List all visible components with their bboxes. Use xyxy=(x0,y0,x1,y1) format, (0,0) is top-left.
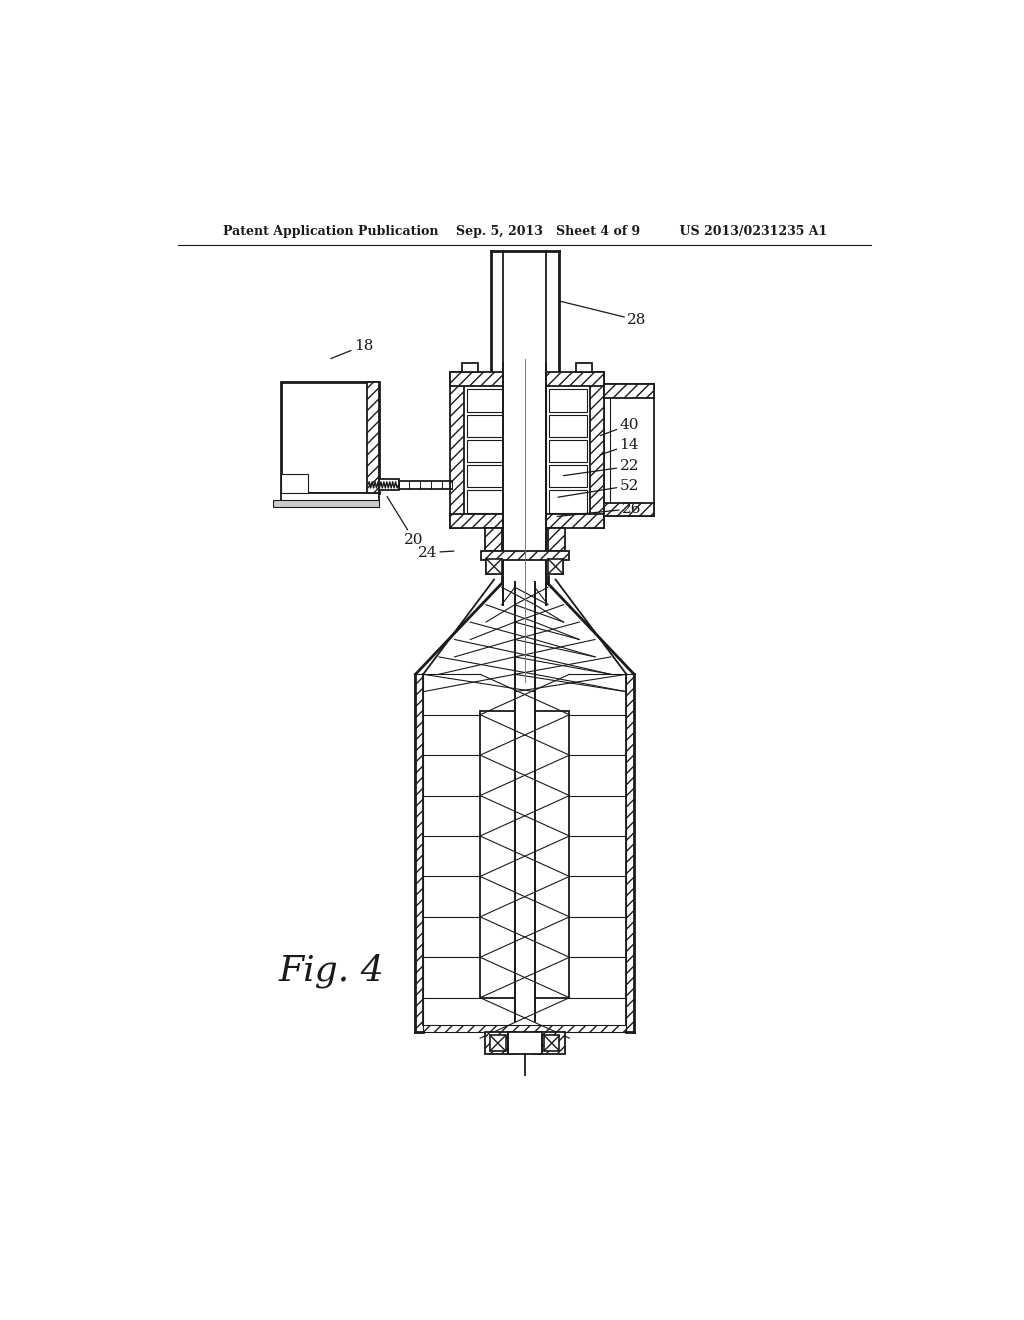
Bar xyxy=(508,465,546,487)
Bar xyxy=(604,503,654,516)
Bar xyxy=(544,1035,559,1051)
Bar xyxy=(535,1032,565,1053)
Bar xyxy=(484,528,502,552)
Text: 20: 20 xyxy=(387,496,423,546)
Bar xyxy=(480,711,569,998)
Bar xyxy=(577,363,592,372)
Bar xyxy=(416,675,423,1032)
Bar xyxy=(627,675,634,1032)
Bar xyxy=(467,414,505,437)
Bar xyxy=(549,465,587,487)
Text: Patent Application Publication    Sep. 5, 2013   Sheet 4 of 9         US 2013/02: Patent Application Publication Sep. 5, 2… xyxy=(222,224,827,238)
Bar xyxy=(554,557,563,574)
Text: 52: 52 xyxy=(558,479,639,498)
Bar xyxy=(451,372,464,528)
Bar xyxy=(503,363,547,605)
Bar xyxy=(508,414,546,437)
Bar xyxy=(463,363,478,372)
Bar xyxy=(484,1032,515,1053)
Bar xyxy=(549,491,587,512)
Text: 18: 18 xyxy=(331,338,373,359)
Text: 22: 22 xyxy=(563,459,639,475)
Bar xyxy=(590,372,604,528)
Bar xyxy=(508,440,546,462)
Bar xyxy=(481,552,568,561)
Bar xyxy=(367,381,379,494)
Text: 14: 14 xyxy=(600,438,639,455)
Bar xyxy=(604,384,654,516)
Bar xyxy=(604,384,654,397)
Bar xyxy=(508,491,546,512)
Bar xyxy=(549,389,587,412)
Bar xyxy=(548,528,565,552)
Text: 28: 28 xyxy=(559,301,646,327)
Bar xyxy=(281,381,379,494)
Bar xyxy=(549,440,587,462)
Bar xyxy=(548,558,563,574)
Bar xyxy=(451,372,604,387)
Bar xyxy=(281,474,307,494)
Bar xyxy=(451,513,604,528)
Bar xyxy=(508,389,546,412)
Text: 26: 26 xyxy=(557,502,641,516)
Bar xyxy=(281,494,379,506)
Bar xyxy=(379,479,398,490)
Bar xyxy=(508,1032,542,1053)
Bar xyxy=(486,558,502,574)
Bar xyxy=(467,440,505,462)
Text: 40: 40 xyxy=(600,418,639,436)
Text: 24: 24 xyxy=(418,545,454,560)
Bar xyxy=(423,1024,627,1032)
Bar xyxy=(467,491,505,512)
Bar xyxy=(273,499,379,507)
Bar xyxy=(464,387,590,515)
Bar xyxy=(515,582,535,1020)
Bar xyxy=(467,389,505,412)
Bar xyxy=(486,557,496,574)
Text: Fig. 4: Fig. 4 xyxy=(279,953,384,987)
Bar xyxy=(549,414,587,437)
Bar xyxy=(467,465,505,487)
Bar xyxy=(490,1035,506,1051)
